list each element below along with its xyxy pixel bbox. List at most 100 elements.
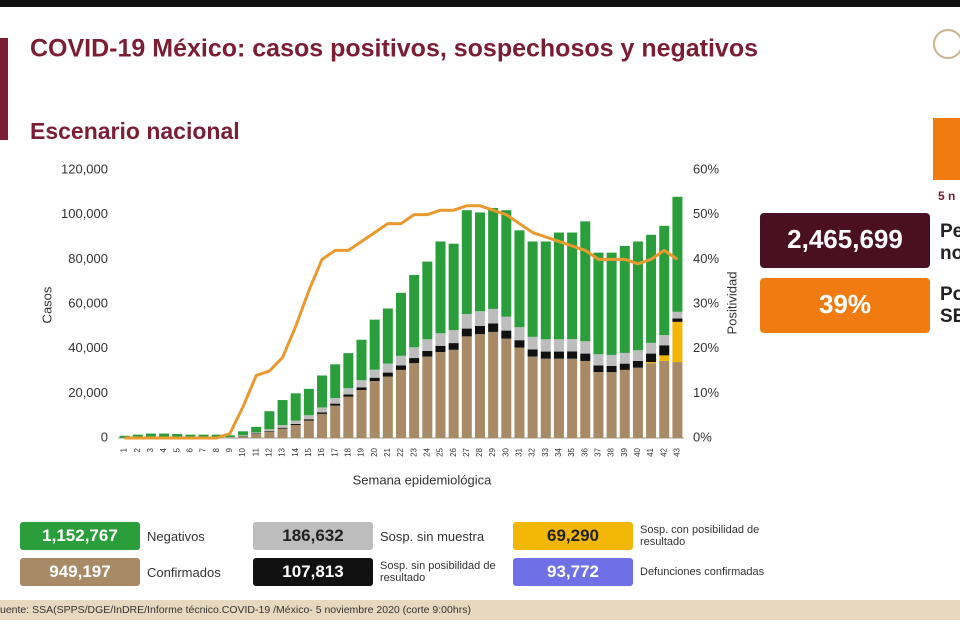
bar-segment xyxy=(395,292,407,356)
legend-total: 186,632 xyxy=(253,522,373,550)
bar-segment xyxy=(382,376,393,438)
bar-segment xyxy=(632,367,643,438)
bar-segment xyxy=(474,212,485,312)
bar-segment xyxy=(251,426,262,433)
bar-segment xyxy=(290,423,301,426)
bar-segment xyxy=(488,331,499,438)
x-tick-label: 22 xyxy=(396,447,405,456)
x-tick-label: 16 xyxy=(317,447,326,456)
bar-segment xyxy=(567,358,578,438)
x-tick-label: 40 xyxy=(633,447,642,456)
bar-segment xyxy=(395,365,407,370)
bar-segment xyxy=(264,431,275,432)
bar-segment xyxy=(606,252,617,355)
bar-segment xyxy=(303,419,314,421)
bar-segment xyxy=(567,351,578,359)
bar-segment xyxy=(382,308,393,364)
bar-segment xyxy=(474,311,485,326)
bar-segment xyxy=(435,352,446,438)
bar-segment xyxy=(303,415,314,420)
x-tick-label: 2 xyxy=(133,447,142,452)
bar-segment xyxy=(330,405,341,438)
source: uente: SSA(SPPS/DGE/InDRE/Informe técnic… xyxy=(0,604,471,616)
bar-segment xyxy=(409,274,420,348)
panel-label: SE xyxy=(940,306,960,327)
bar-segment xyxy=(619,245,630,353)
bar-segment xyxy=(593,365,604,373)
x-tick-label: 12 xyxy=(264,447,273,456)
legend-label: Confirmados xyxy=(147,564,221,580)
y-tick-label: 40,000 xyxy=(68,340,108,355)
bar-segment xyxy=(185,434,196,438)
bar-segment xyxy=(488,323,499,332)
x-tick-label: 31 xyxy=(515,447,524,456)
bar-segment xyxy=(277,428,288,438)
y2-tick-label: 20% xyxy=(693,340,719,355)
bar-segment xyxy=(632,360,643,368)
bar-segment xyxy=(606,365,617,373)
bar-segment xyxy=(343,388,354,395)
bar-segment xyxy=(330,398,341,404)
bar-segment xyxy=(119,435,130,438)
bar-segment xyxy=(238,435,249,436)
x-tick-label: 10 xyxy=(238,447,247,456)
bar-segment xyxy=(290,393,301,421)
bar-segment xyxy=(435,241,446,334)
bar-segment xyxy=(672,196,683,312)
panel-date: 5 n xyxy=(938,189,955,203)
bar-segment xyxy=(264,429,275,432)
bar-segment xyxy=(580,221,591,342)
bar-segment xyxy=(448,330,459,344)
bar-segment xyxy=(277,425,288,428)
bar-segment xyxy=(659,360,670,438)
bar-segment xyxy=(330,364,341,399)
bar-segment xyxy=(251,433,262,438)
bar-segment xyxy=(264,431,275,438)
x-tick-label: 19 xyxy=(357,447,366,456)
bar-segment xyxy=(317,375,328,408)
bar-segment xyxy=(264,411,275,430)
bar-segment xyxy=(619,352,630,364)
x-tick-label: 33 xyxy=(541,447,550,456)
bar-segment xyxy=(540,339,551,352)
x-tick-label: 9 xyxy=(225,447,234,452)
x-tick-label: 1 xyxy=(120,447,129,452)
bar-segment xyxy=(422,356,433,438)
y2-tick-label: 40% xyxy=(693,251,719,266)
y-tick-label: 100,000 xyxy=(61,206,108,221)
x-tick-label: 11 xyxy=(251,447,260,456)
bar-segment xyxy=(501,316,512,331)
bar-segment xyxy=(501,338,512,438)
bar-segment xyxy=(553,232,564,340)
y-tick-label: 60,000 xyxy=(68,295,108,310)
bar-segment xyxy=(395,369,407,438)
x-tick-label: 25 xyxy=(436,447,445,456)
bar-segment xyxy=(395,355,407,366)
total-box xyxy=(760,213,930,268)
bar-segment xyxy=(632,241,643,351)
legend-total: 1,152,767 xyxy=(20,522,140,550)
y2-tick-label: 60% xyxy=(693,161,719,176)
bar-segment xyxy=(659,225,670,336)
bar-segment xyxy=(619,363,630,370)
bar-segment xyxy=(159,433,170,438)
bar-segment xyxy=(553,351,564,359)
legend-label: Sosp. sin muestra xyxy=(380,528,485,544)
bar-segment xyxy=(632,350,643,361)
bar-segment xyxy=(409,358,420,364)
legend-label: Sosp. con posibilidad de resultado xyxy=(640,524,760,548)
bar-segment xyxy=(224,435,235,438)
bar-segment xyxy=(659,335,670,346)
panel-label: no xyxy=(940,243,960,264)
accent-bar xyxy=(0,38,8,140)
legend-total: 107,813 xyxy=(253,558,373,586)
bar-segment xyxy=(303,388,314,416)
x-tick-label: 5 xyxy=(172,447,181,452)
bar-segment xyxy=(514,230,525,328)
bar-segment xyxy=(488,207,499,309)
legend-label: Sosp. sin posibilidad de resultado xyxy=(380,560,496,584)
bar-segment xyxy=(303,420,314,438)
x-tick-label: 42 xyxy=(659,447,668,456)
x-tick-label: 27 xyxy=(462,447,471,456)
